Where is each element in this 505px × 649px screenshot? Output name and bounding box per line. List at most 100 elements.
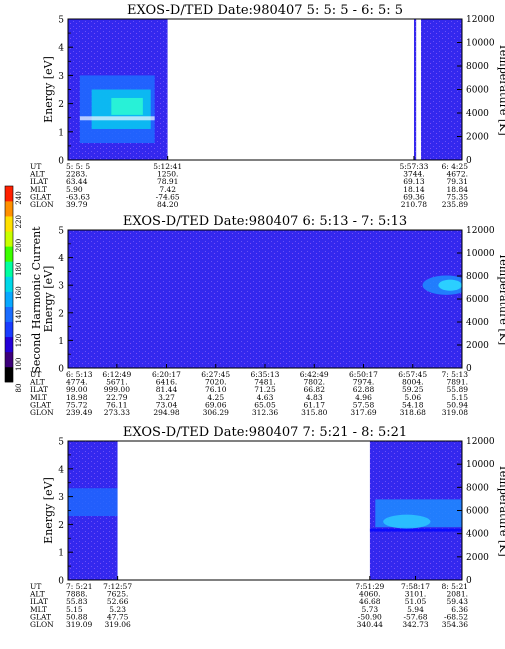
orbit-row-label: GLON [30,408,54,417]
spectrogram-band [383,514,431,529]
orbit-value: 69.36 [403,192,425,201]
orbit-value: 18.98 [66,393,88,402]
y-axis-label: Energy [eV] [42,56,55,123]
orbit-row-label: UT [30,582,41,591]
y2-tick-label: 4000 [466,109,489,119]
orbit-value: 8: 5:21 [441,582,468,591]
orbit-value: 99.00 [66,385,88,394]
orbit-row-label: GLON [30,620,54,629]
orbit-value: 6:50:17 [349,370,378,379]
orbit-row-label: GLAT [30,192,51,201]
colorbar-swatch [5,366,13,383]
orbit-value: 59.43 [447,597,469,606]
colorbar-frame [4,185,14,383]
orbit-value: 5.15 [451,393,468,402]
y-tick-label: 0 [58,365,64,375]
orbit-value: 6.36 [451,605,468,614]
colorbar-tick: 220 [15,215,23,228]
orbit-value: -74.65 [156,192,180,201]
colorbar: 240 220 200 180 160 140 120 100 80 Secon… [4,185,43,393]
spectrogram-band [68,488,118,517]
y-tick-label: 2 [58,521,64,531]
y-tick-label: 1 [58,128,64,138]
orbit-value: 999.00 [104,385,130,394]
orbit-value: 273.33 [104,408,130,417]
y2-tick-label: 10000 [466,249,495,259]
orbit-value: 5: 5: 5 [66,162,90,171]
orbit-value: 47.75 [107,612,129,621]
orbit-value: 5.15 [66,605,83,614]
colorbar-tick: 80 [15,384,23,393]
orbit-value: 5.73 [361,605,378,614]
orbit-value: -50.90 [358,612,382,621]
y2-tick-label: 12000 [466,226,495,236]
orbit-value: 75.35 [447,192,469,201]
y2-tick-label: 2000 [466,341,489,351]
orbit-value: 4060. [359,590,380,599]
orbit-value: 75.72 [66,400,88,409]
orbit-value: 5.94 [407,605,424,614]
panel-title: EXOS-D/TED Date:980407 5: 5: 5 - 6: 5: 5 [127,3,403,18]
orbit-value: 4.63 [257,393,274,402]
orbit-value: 7974. [353,378,374,387]
orbit-value: 6:42:49 [300,370,329,379]
orbit-value: 6:57:45 [398,370,427,379]
colorbar-label: Second Harmonic Current [30,226,43,374]
colorbar-scale [4,185,14,383]
orbit-value: 4.83 [306,393,323,402]
orbit-value: 7802. [304,378,325,387]
orbit-value: 7481. [254,378,275,387]
orbit-value: 342.73 [402,620,428,629]
y2-tick-label: 2000 [466,133,489,143]
y2-tick-label: 10000 [466,460,495,470]
orbit-value: 3744. [403,170,424,179]
orbit-value: 1250. [157,170,178,179]
orbit-value: 66.82 [304,385,326,394]
orbit-value: 6416. [156,378,177,387]
orbit-row-label: ILAT [30,385,48,394]
spectrogram-band [111,97,143,115]
colorbar-swatch [5,231,13,247]
orbit-value: 319.06 [105,620,131,629]
y-tick-label: 4 [58,44,64,54]
y2-tick-label: 12000 [466,437,495,447]
y-tick-label: 2 [58,100,64,110]
orbit-value: 7: 5:13 [441,370,468,379]
y2-tick-label: 8000 [466,483,489,493]
y-tick-label: 3 [58,282,64,292]
colorbar-tick: 100 [15,358,23,371]
orbit-value: 57.58 [353,400,375,409]
orbit-value: 18.84 [447,185,469,194]
spectrogram [68,19,462,160]
spectrogram [68,441,462,580]
spectrogram-band [438,279,462,291]
y2-tick-label: 8000 [466,272,489,282]
y2-tick-label: 8000 [466,62,489,72]
orbit-value: 7020. [205,378,226,387]
orbit-value: 69.13 [403,177,425,186]
orbit-value: 294.98 [153,408,179,417]
colorbar-tick: 120 [15,334,23,347]
orbit-row-label: GLAT [30,400,51,409]
orbit-value: 7:51:29 [355,582,384,591]
orbit-value: 59.25 [402,385,424,394]
spectrogram-noise [413,19,417,160]
y-axis-label: Energy [eV] [42,266,55,333]
orbit-value: 81.44 [156,385,178,394]
orbit-value: 235.89 [442,200,468,209]
orbit-value: -57.68 [404,612,428,621]
panel-3: EXOS-D/TED Date:980407 7: 5:21 - 8: 5:21… [29,425,505,629]
orbit-value: 239.49 [66,408,92,417]
orbit-value: 4672. [447,170,468,179]
colorbar-swatch [5,186,13,202]
y-tick-label: 5 [58,227,64,237]
orbit-row-label: MLT [30,605,47,614]
y-axis-label: Energy [eV] [42,477,55,544]
orbit-value: 46.68 [359,597,381,606]
orbit-row-label: ILAT [30,177,48,186]
orbit-row-label: ALT [29,590,45,599]
orbit-row-label: UT [30,162,41,171]
colorbar-swatch [5,321,13,338]
orbit-value: 7:12:57 [103,582,132,591]
orbit-value: 52.66 [107,597,129,606]
